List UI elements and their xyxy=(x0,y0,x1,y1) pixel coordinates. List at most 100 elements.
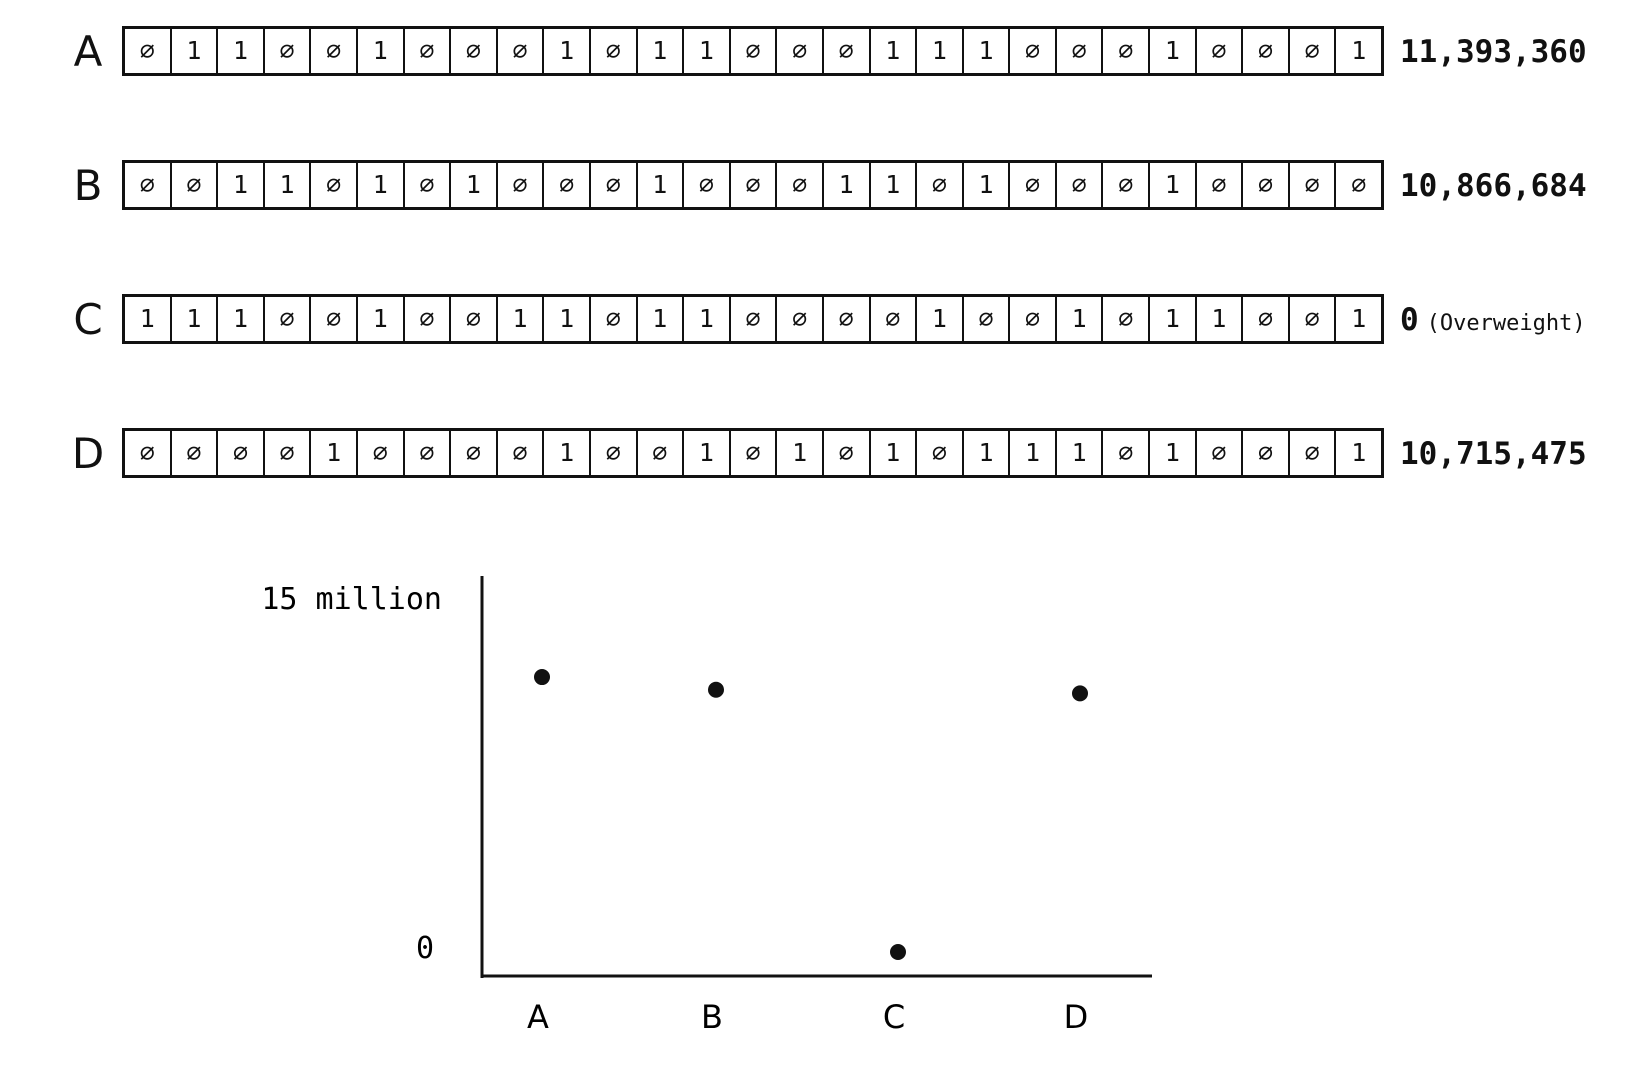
bit-cell: 1 xyxy=(218,29,265,73)
bit-cell: ∅ xyxy=(498,29,545,73)
bit-cell: ∅ xyxy=(405,163,452,207)
bit-cell: ∅ xyxy=(591,163,638,207)
bit-cell: ∅ xyxy=(1243,29,1290,73)
bit-cell: ∅ xyxy=(824,297,871,341)
solution-value: 11,393,360 xyxy=(1400,22,1587,82)
solution-value: 10,866,684 xyxy=(1400,156,1587,216)
bit-cell: ∅ xyxy=(917,163,964,207)
solution-label: A xyxy=(73,27,103,76)
bit-cell: ∅ xyxy=(777,29,824,73)
bit-cell: 1 xyxy=(1057,431,1104,475)
bit-cell: ∅ xyxy=(824,29,871,73)
bit-cell: ∅ xyxy=(777,297,824,341)
bit-cell: 1 xyxy=(1150,431,1197,475)
bit-string: 1 1 1 ∅ ∅ 1 ∅ ∅ 1 1 ∅ 1 1 ∅ ∅ ∅ ∅ 1 ∅ ∅ 1 ∅ 1 1 ∅ ∅ 1 xyxy=(122,294,1384,344)
bit-cell: ∅ xyxy=(1290,163,1337,207)
data-point-c xyxy=(890,944,906,960)
bit-cell: ∅ xyxy=(405,431,452,475)
bit-cell: 1 xyxy=(1351,438,1367,467)
bit-cell: 1 xyxy=(358,29,405,73)
bit-cell: ∅ xyxy=(1057,29,1104,73)
bit-cell: 1 xyxy=(1150,29,1197,73)
bit-cell: 1 xyxy=(544,297,591,341)
data-point-a xyxy=(534,669,550,686)
bit-cell: 1 xyxy=(218,163,265,207)
bit-cell: ∅ xyxy=(311,29,358,73)
x-tick-label: B xyxy=(701,998,723,1036)
y-tick-max: 15 million xyxy=(261,582,442,617)
bit-string: ∅ 1 1 ∅ ∅ 1 ∅ ∅ ∅ 1 ∅ 1 1 ∅ ∅ ∅ 1 1 1 ∅ ∅ ∅ 1 ∅ ∅ ∅ 1 xyxy=(122,26,1384,76)
bit-cell: 1 xyxy=(871,163,918,207)
bit-cell: ∅ xyxy=(451,29,498,73)
bit-cell: ∅ xyxy=(684,163,731,207)
bit-cell: ∅ xyxy=(917,431,964,475)
bit-cell: ∅ xyxy=(731,297,778,341)
bit-cell: ∅ xyxy=(1197,431,1244,475)
bit-cell: ∅ xyxy=(824,431,871,475)
bit-cell: ∅ xyxy=(1197,29,1244,73)
bit-cell: 1 xyxy=(358,163,405,207)
bit-cell: 1 xyxy=(1197,297,1244,341)
bit-cell: 1 xyxy=(1150,297,1197,341)
bit-cell: ∅ xyxy=(172,431,219,475)
x-tick-label: A xyxy=(527,998,549,1036)
bit-cell: ∅ xyxy=(311,297,358,341)
bit-cell: 1 xyxy=(777,431,824,475)
bit-cell: 1 xyxy=(964,163,1011,207)
y-tick-zero: 0 xyxy=(416,931,434,966)
solution-value-text: 0 xyxy=(1400,302,1419,338)
data-point-d xyxy=(1072,685,1088,702)
bit-cell: ∅ xyxy=(451,431,498,475)
bit-cell: 1 xyxy=(638,29,685,73)
bit-cell: 1 xyxy=(684,29,731,73)
bit-cell: ∅ xyxy=(405,29,452,73)
bit-cell: ∅ xyxy=(544,163,591,207)
bit-cell: 1 xyxy=(1351,304,1367,333)
bit-string: ∅ ∅ 1 1 ∅ 1 ∅ 1 ∅ ∅ ∅ 1 ∅ ∅ ∅ 1 1 ∅ 1 ∅ ∅ ∅ 1 ∅ ∅ ∅ ∅ xyxy=(122,160,1384,210)
bit-cell: ∅ xyxy=(1290,29,1337,73)
bit-cell: 1 xyxy=(1351,36,1367,65)
bit-cell: 1 xyxy=(172,29,219,73)
bit-cell: 1 xyxy=(964,29,1011,73)
bit-cell: 1 xyxy=(218,297,265,341)
bit-cell: 1 xyxy=(684,431,731,475)
bit-cell: 1 xyxy=(265,163,312,207)
bit-cell: ∅ xyxy=(358,431,405,475)
solution-value: 0 (Overweight) xyxy=(1400,290,1586,354)
bit-cell: 1 xyxy=(358,297,405,341)
solution-value-text: 10,866,684 xyxy=(1400,168,1587,204)
bit-cell: 1 xyxy=(1010,431,1057,475)
bit-cell: ∅ xyxy=(218,431,265,475)
bit-cell: ∅ xyxy=(1290,431,1337,475)
bit-cell: ∅ xyxy=(638,431,685,475)
bit-cell: ∅ xyxy=(777,163,824,207)
bit-cell: ∅ xyxy=(265,29,312,73)
bit-cell: ∅ xyxy=(311,163,358,207)
bit-cell: ∅ xyxy=(1010,163,1057,207)
bit-cell: 1 xyxy=(451,163,498,207)
bit-cell: ∅ xyxy=(1057,163,1104,207)
bit-cell: ∅ xyxy=(1010,29,1057,73)
bit-cell: 1 xyxy=(638,163,685,207)
bit-cell: 1 xyxy=(544,29,591,73)
bit-cell: ∅ xyxy=(731,431,778,475)
x-tick-label: C xyxy=(883,998,905,1036)
solution-label: B xyxy=(73,161,103,210)
bit-cell: 1 xyxy=(824,163,871,207)
bit-cell: 1 xyxy=(871,29,918,73)
solution-value-text: 11,393,360 xyxy=(1400,34,1587,70)
bit-cell: ∅ xyxy=(1103,29,1151,73)
bit-cell: ∅ xyxy=(125,431,172,475)
bit-cell: 1 xyxy=(172,297,219,341)
bit-cell: ∅ xyxy=(964,297,1011,341)
bit-cell: ∅ xyxy=(1290,297,1337,341)
solution-note: (Overweight) xyxy=(1426,311,1586,336)
bit-cell: ∅ xyxy=(1243,431,1290,475)
x-tick-label: D xyxy=(1064,998,1089,1036)
bit-cell: 1 xyxy=(311,431,358,475)
bit-cell: ∅ xyxy=(172,163,219,207)
bit-cell: ∅ xyxy=(1243,297,1290,341)
bit-cell: ∅ xyxy=(731,163,778,207)
bit-string: ∅ ∅ ∅ ∅ 1 ∅ ∅ ∅ ∅ 1 ∅ ∅ 1 ∅ 1 ∅ 1 ∅ 1 1 1 ∅ 1 ∅ ∅ ∅ 1 xyxy=(122,428,1384,478)
